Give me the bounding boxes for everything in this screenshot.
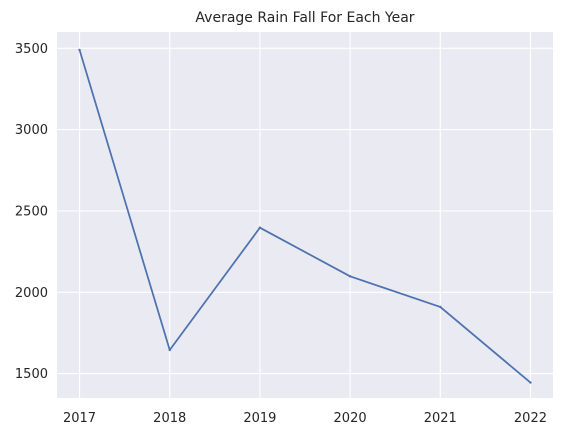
- y-gridlines: [57, 47, 553, 375]
- data-point: [529, 381, 532, 384]
- series-layer: [78, 48, 532, 384]
- x-tick-label: 2017: [63, 411, 96, 426]
- y-tick-labels: 1500 2000 2500 3000 3500: [15, 42, 48, 382]
- data-point: [439, 305, 442, 309]
- y-tick-label: 1500: [15, 367, 48, 382]
- x-tick-label: 2019: [243, 411, 276, 426]
- series-line: [78, 49, 532, 384]
- data-point: [348, 275, 352, 278]
- data-point: [258, 226, 262, 229]
- x-tick-labels: 2017 2018 2019 2020 2021 2022: [63, 411, 547, 426]
- x-tick-label: 2021: [424, 411, 457, 426]
- chart-title: Average Rain Fall For Each Year: [195, 10, 414, 26]
- y-tick-label: 3500: [15, 42, 48, 57]
- data-point: [78, 48, 81, 52]
- x-tick-label: 2018: [153, 411, 186, 426]
- y-tick-label: 2000: [15, 286, 48, 301]
- y-tick-label: 3000: [15, 123, 48, 138]
- x-tick-label: 2020: [334, 411, 367, 426]
- plot-area: [57, 32, 553, 398]
- y-tick-label: 2500: [15, 204, 48, 219]
- x-tick-label: 2022: [514, 411, 547, 426]
- x-gridlines: [78, 32, 532, 398]
- data-point: [168, 348, 171, 352]
